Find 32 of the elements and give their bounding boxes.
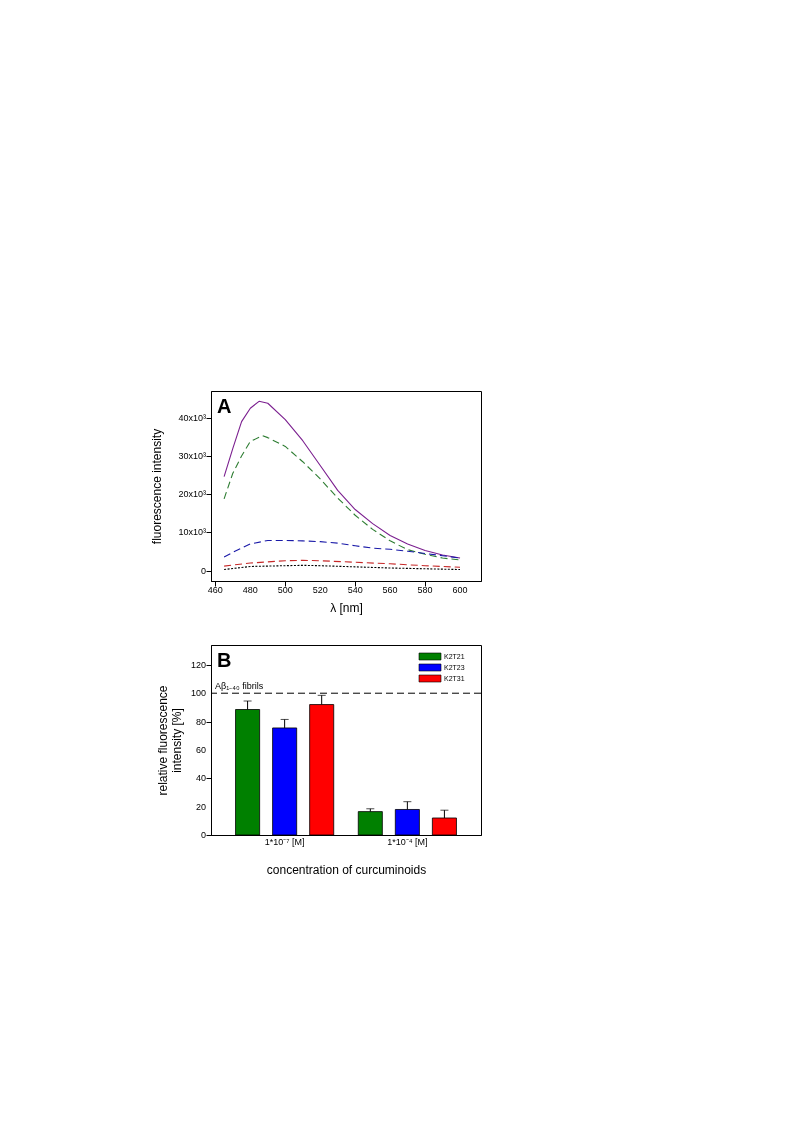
y-axis-title: fluorescence intensity [150, 428, 164, 545]
y-tick-label: 80 [195, 716, 206, 727]
y-tick-label: 60 [195, 744, 206, 755]
y-tick-label: 40 [195, 773, 206, 784]
x-axis-title: concentration of curcuminoids [266, 862, 427, 877]
x-tick-label: 1*10⁻⁷ [M] [264, 836, 305, 847]
y-tick-label: 0 [200, 830, 206, 840]
x-tick-label: 600 [452, 585, 468, 595]
line-series [223, 435, 461, 561]
x-tick-label: 480 [242, 585, 258, 595]
x-tick-label: 580 [417, 585, 433, 595]
y-tick-label: 10x10³ [178, 527, 206, 538]
y-tick-label: 40x10³ [178, 412, 206, 423]
y-axis-title: relative fluorescence intensity [%] [156, 685, 184, 796]
line-series [223, 559, 461, 568]
y-tick-label: 20x10³ [178, 489, 206, 500]
x-tick-label: 520 [312, 585, 328, 595]
ref-line-label: Aβ₁₋₄₀ fibrils [215, 681, 264, 692]
x-tick-label: 1*10⁻⁴ [M] [387, 836, 428, 847]
y-tick-label: 120 [190, 659, 206, 670]
annotation: A [217, 395, 232, 417]
y-tick-label: 20 [195, 801, 206, 812]
x-tick-label: 560 [382, 585, 398, 595]
x-axis-title: λ [nm] [330, 601, 363, 615]
x-tick-label: 460 [207, 585, 223, 595]
line-series [223, 539, 461, 559]
y-tick-label: 30x10³ [178, 450, 206, 461]
annotation: B [217, 649, 232, 671]
x-tick-label: 540 [347, 585, 363, 595]
x-tick-label: 500 [277, 585, 293, 595]
y-tick-label: 100 [190, 688, 206, 699]
y-tick-label: 0 [200, 565, 206, 576]
